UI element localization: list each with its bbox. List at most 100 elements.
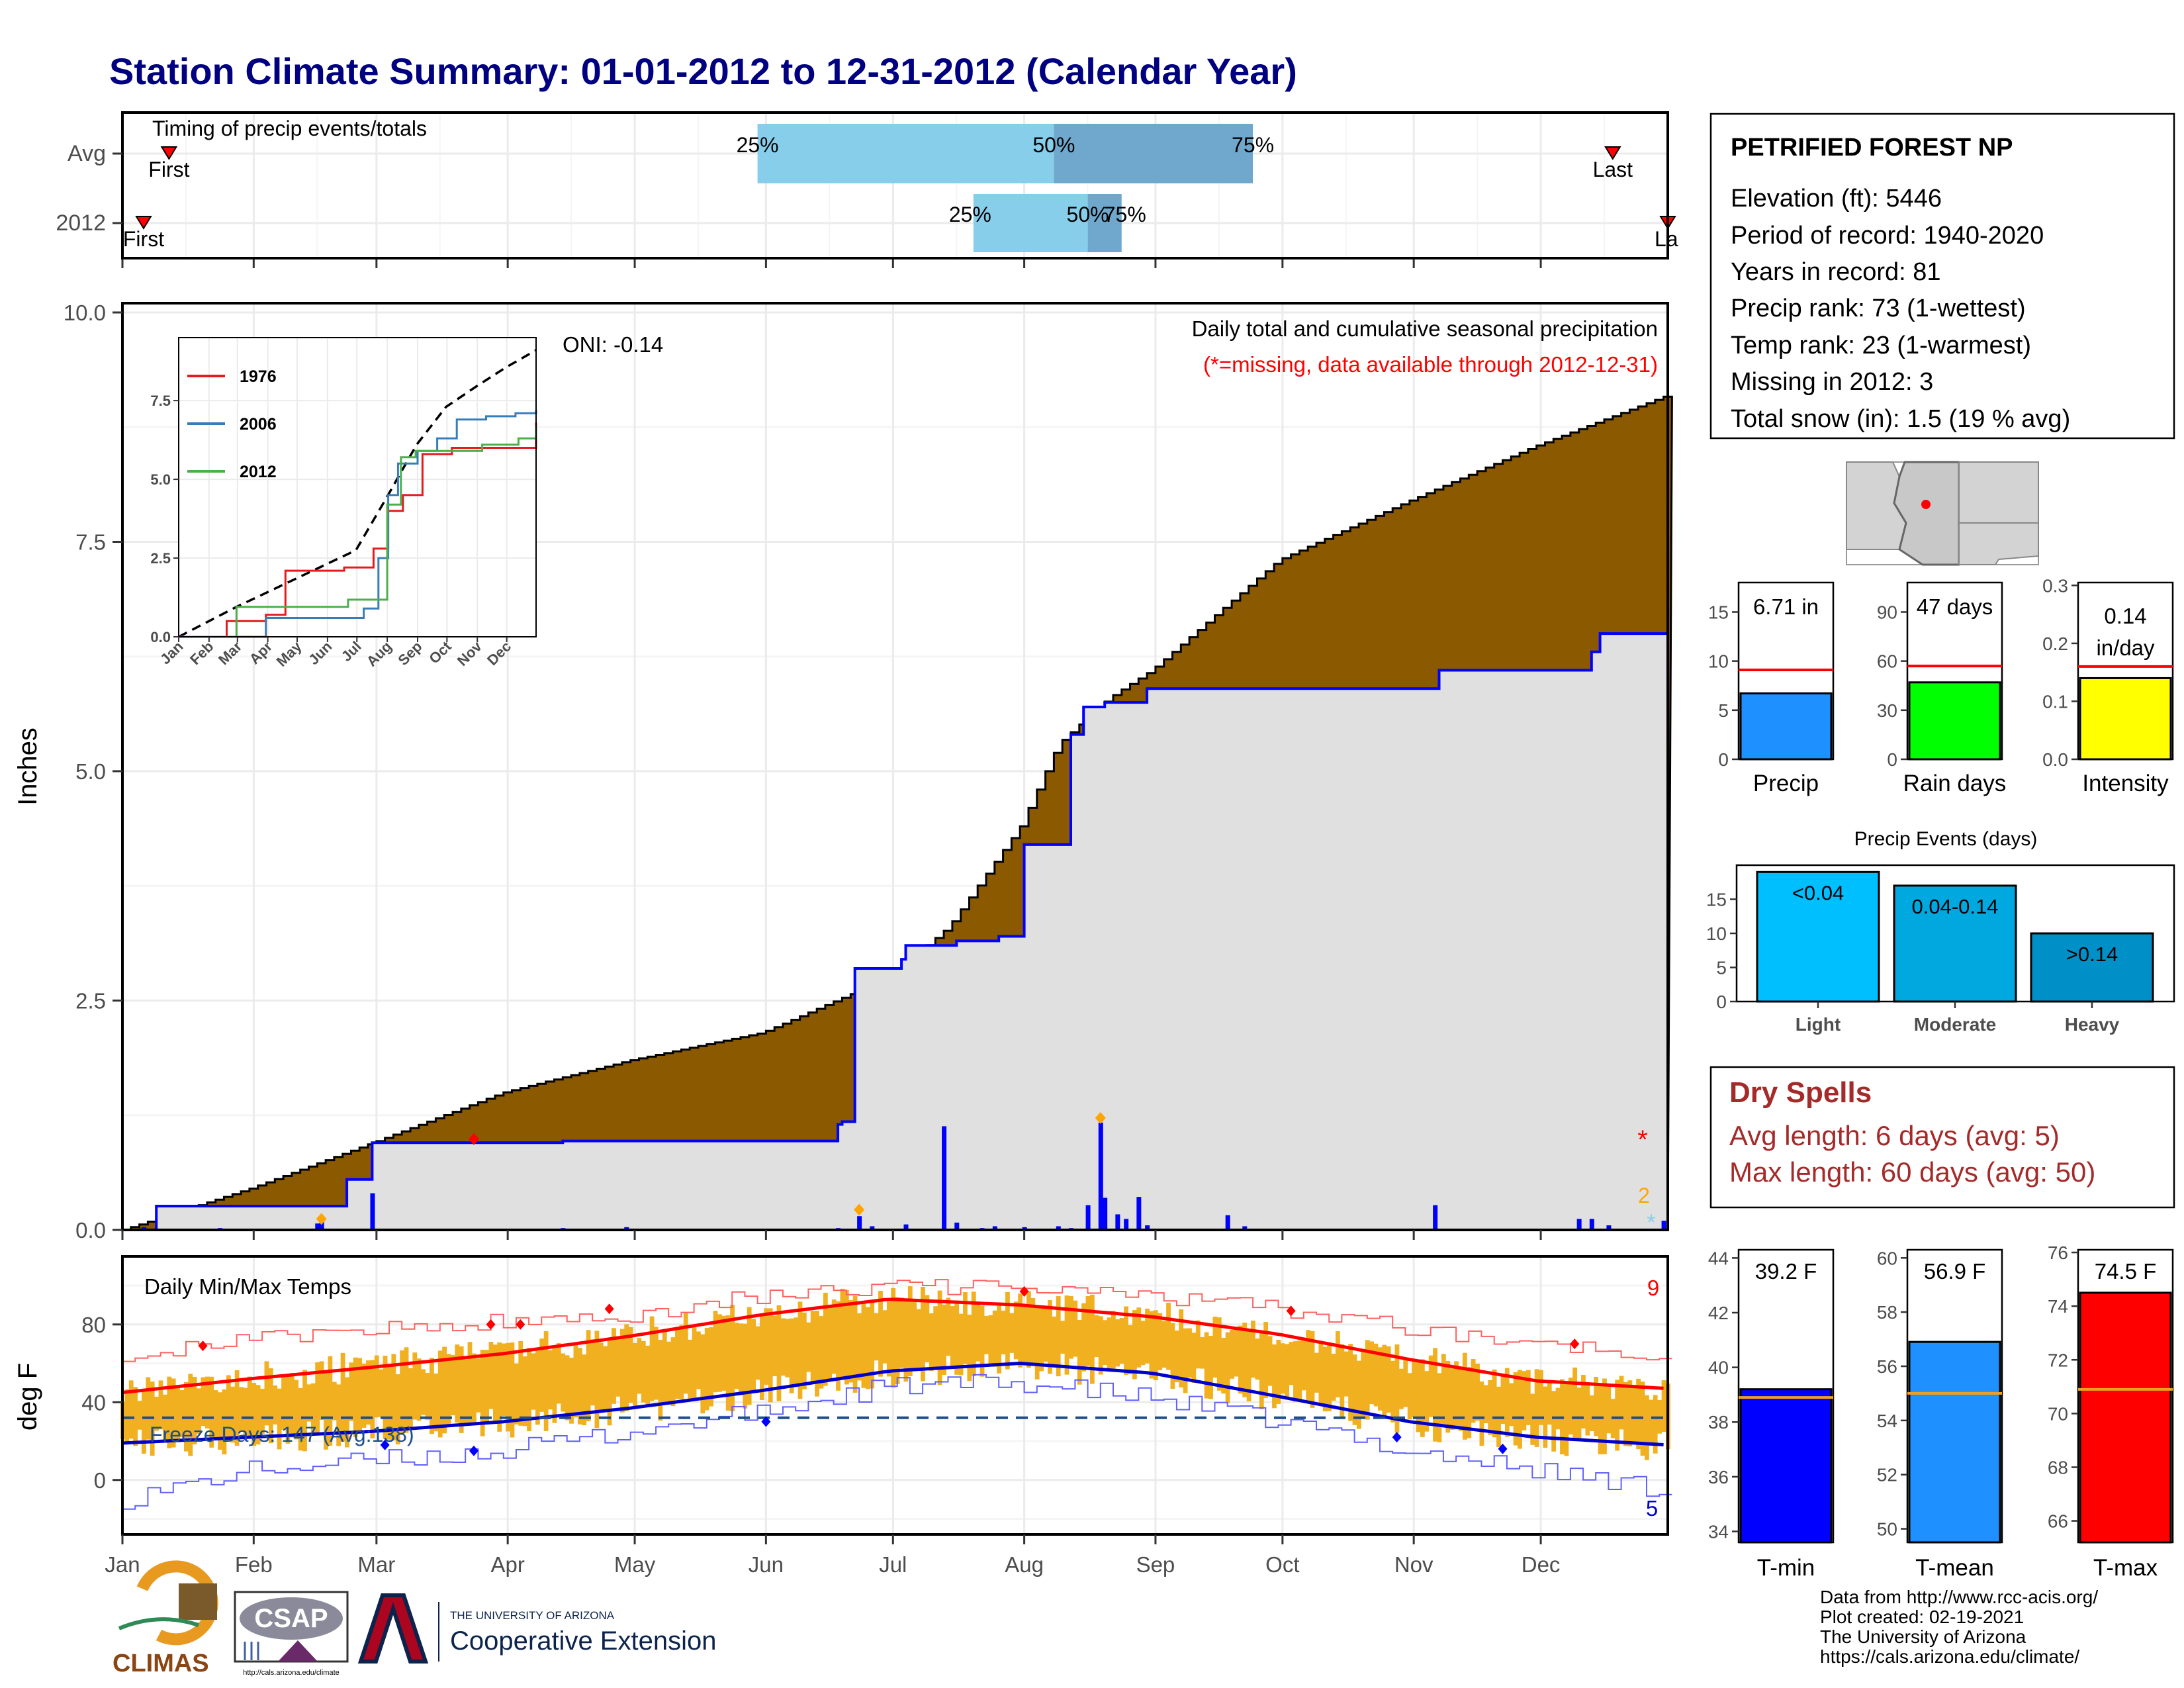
temp-y-tick-label: 80 [81,1313,106,1337]
daily-temp-bar [577,1348,582,1425]
daily-temp-bar [273,1385,278,1425]
inset-y-tick-label: 7.5 [150,393,171,409]
csap-url: http://cals.arizona.edu/climate [243,1669,340,1677]
temp-bar-y-tick-label: 58 [1877,1302,1897,1323]
daily-temp-bar [857,1313,862,1381]
mini-bar-value: 0.14 [2104,604,2146,628]
daily-temp-bar [416,1358,422,1421]
daily-temp-bar [1645,1395,1649,1460]
timing-first-marker [160,146,178,160]
daily-temp-bar [739,1323,743,1395]
daily-temp-bar [1619,1376,1624,1430]
daily-temp-bar [1623,1382,1628,1446]
daily-temp-bar [531,1353,536,1410]
daily-temp-bar [713,1311,718,1393]
daily-temp-bar [937,1290,942,1385]
daily-temp-bar [1001,1310,1006,1354]
mini-bar-y-tick-label: 0 [1718,749,1729,770]
daily-temp-bar [1103,1320,1107,1366]
daily-temp-bar [1568,1378,1573,1435]
daily-temp-bar [984,1315,989,1354]
daily-temp-bar [1454,1361,1459,1430]
temp-bar-y-tick-label: 50 [1877,1519,1897,1540]
daily-temp-bar [1246,1329,1251,1401]
daily-temp-bar [349,1362,354,1421]
mini-bar-y-tick-label: 5 [1718,700,1729,721]
temp-bar-label: T-min [1757,1555,1815,1581]
record-high-marker [604,1303,614,1315]
daily-temp-bar [1026,1291,1031,1368]
daily-temp-bar [353,1357,358,1437]
station-temp-rank: Temp rank: 23 (1-warmest) [1731,332,2031,359]
daily-temp-bar [1111,1311,1116,1369]
daily-temp-bar [306,1384,312,1422]
dry-spells-avg: Avg length: 6 days (avg: 5) [1729,1120,2060,1151]
events-y-tick-label: 10 [1706,923,1727,944]
daily-temp-bar [1661,1380,1666,1432]
daily-temp-bar [1140,1321,1146,1366]
daily-temp-bar [527,1348,531,1432]
daily-temp-bar [840,1288,845,1378]
daily-temp-bar [1166,1303,1171,1370]
daily-temp-bar [239,1387,244,1432]
daily-temp-bar [506,1342,510,1432]
inset-y-tick-label: 5.0 [150,471,171,488]
daily-temp-bar [801,1312,807,1389]
daily-temp-bar [497,1342,502,1432]
daily-temp-bar [535,1348,540,1425]
daily-temp-bar [1255,1338,1260,1380]
ua-logo: THE UNIVERSITY OF ARIZONA Cooperative Ex… [357,1593,716,1664]
daily-temp-bar [874,1313,879,1361]
daily-temp-bar [1005,1291,1010,1370]
inset-legend-label: 1976 [240,367,277,386]
daily-temp-bar [688,1339,693,1401]
mini-bar-label: Intensity [2082,771,2169,796]
daily-temp-bar [255,1385,261,1445]
temp-bar-y-tick-label: 38 [1708,1412,1729,1432]
daily-temp-bar [476,1358,481,1413]
daily-temp-bar [1289,1342,1294,1385]
daily-temp-bar [1390,1360,1395,1423]
timing-grid [121,113,1669,268]
daily-temp-bar [404,1347,409,1433]
daily-temp-bar [573,1343,578,1418]
daily-precip-bars [141,1122,1666,1230]
record-high-marker [198,1340,208,1352]
timing-last-label: Last [1593,158,1633,181]
daily-temp-bar [1348,1344,1353,1421]
station-precip-rank: Precip rank: 73 (1-wettest) [1731,295,2026,322]
daily-temp-bar [437,1350,443,1438]
daily-temp-bar [768,1308,773,1403]
daily-temp-bar [569,1358,574,1424]
month-tick-label: May [614,1552,656,1577]
daily-temp-bar [260,1388,265,1434]
precip-markers: * [316,1111,1656,1235]
daily-temp-bar [594,1331,600,1429]
temp-panel-label: Daily Min/Max Temps [144,1274,351,1299]
daily-temp-bar [1594,1377,1599,1436]
daily-temp-bar [357,1358,363,1433]
temp-bar-y-tick-label: 68 [2048,1457,2068,1477]
daily-temp-bar [501,1343,506,1417]
daily-temp-bar [612,1328,616,1404]
daily-temp-bar [1602,1378,1607,1454]
daily-temp-bar [425,1373,430,1420]
precip-annotation-missing: (*=missing, data available through 2012-… [1203,352,1658,377]
daily-temp-bar [1085,1295,1091,1366]
daily-temp-bar [870,1302,875,1389]
temp-panel: 0 40 80 deg F Daily Min/Max Temps Freeze D… [13,1255,1672,1577]
footer-line-3: The University of Arizona [1820,1626,2026,1647]
daily-temp-bar [1216,1317,1222,1391]
daily-precip-bar [1225,1215,1230,1230]
daily-temp-bar [730,1305,735,1412]
daily-precip-bar [1589,1219,1594,1230]
timing-2012-label: 2012 [56,211,106,236]
record-high-marker [486,1319,496,1330]
temp-y-axis: 0 40 80 [81,1313,122,1493]
daily-temp-bar [848,1300,854,1383]
daily-temp-bar [1322,1346,1328,1412]
daily-temp-bar [141,1390,146,1454]
csap-wordmark: CSAP [254,1604,328,1633]
daily-temp-bar [387,1366,392,1440]
